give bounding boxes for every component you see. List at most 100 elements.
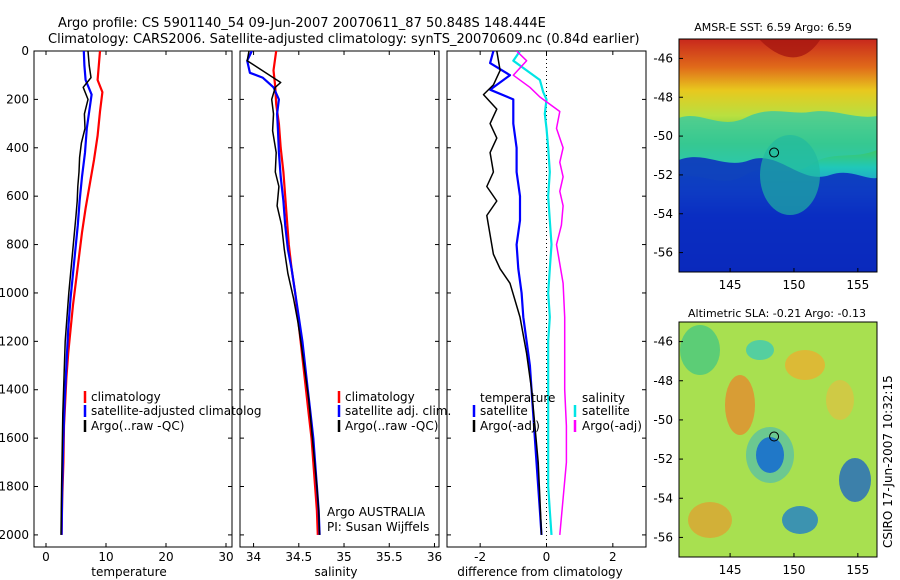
argo-position-marker	[769, 431, 780, 442]
header-line-1: Argo profile: CS 5901140_54 09-Jun-2007 …	[58, 16, 546, 31]
legend-label-climatology: climatology	[345, 390, 415, 404]
sla-blob	[725, 375, 755, 435]
series-line-argo-raw-qc-	[246, 51, 321, 535]
salinity-tick-labels: 34 34.5 35 35.5 36	[240, 50, 442, 564]
map-y-tick-label: -54	[653, 491, 673, 505]
y-tick-label: 0	[21, 44, 29, 58]
sst-map-ticks: 145 150 155 -46 -48 -50 -52 -54 -56	[653, 51, 869, 292]
legend-label-sal-satellite: satellite	[582, 404, 630, 418]
map-y-tick-label: -52	[653, 168, 673, 182]
annotation-pi: PI: Susan Wijffels	[327, 520, 429, 534]
map-x-tick-label: 150	[783, 563, 806, 577]
sla-low-halo	[746, 427, 794, 483]
legend-label-sal-argo: Argo(-adj)	[582, 419, 642, 433]
map-x-tick-label: 150	[783, 278, 806, 292]
sst-warm-core	[760, 40, 820, 58]
csiro-timestamp: CSIRO 17-Jun-2007 10:32:15	[881, 375, 895, 548]
map-y-tick-label: -50	[653, 413, 673, 427]
legend-label-argo: Argo(..raw -QC)	[91, 419, 184, 433]
y-tick-label: 400	[6, 141, 29, 155]
y-tick-label: 1800	[0, 480, 29, 494]
legend-title-temperature: temperature	[480, 391, 555, 405]
y-tick-label: 600	[6, 189, 29, 203]
x-tick-label: 0	[42, 550, 50, 564]
map-x-tick-label: 145	[719, 563, 742, 577]
y-tick-label: 2000	[0, 528, 29, 542]
sla-map-title: Altimetric SLA: -0.21 Argo: -0.13	[688, 307, 866, 320]
x-tick-label: -2	[474, 550, 486, 564]
legend-label-satellite: satellite adj. clim.	[345, 404, 451, 418]
map-x-tick-label: 145	[719, 278, 742, 292]
difference-series	[482, 51, 568, 535]
x-tick-label: 2	[609, 550, 617, 564]
map-x-tick-label: 155	[846, 563, 869, 577]
sla-blob	[746, 340, 774, 360]
sst-cold-region	[679, 157, 877, 272]
series-line-temperature-argo-adj-	[482, 51, 543, 535]
x-tick-label: 30	[218, 550, 233, 564]
y-tick-label: 1400	[0, 383, 29, 397]
temperature-legend: climatology satellite-adjusted climatolo…	[83, 390, 261, 433]
temperature-series	[60, 51, 104, 535]
sla-map-ticks: 145 150 155 -46 -48 -50 -52 -54 -56	[653, 335, 869, 577]
x-tick-label: 34	[246, 550, 261, 564]
map-y-tick-label: -56	[653, 530, 673, 544]
y-tick-label: 1000	[0, 286, 29, 300]
sst-green-tongue	[760, 135, 820, 215]
legend-label-temp-argo: Argo(-adj)	[480, 419, 540, 433]
legend-label-climatology: climatology	[91, 390, 161, 404]
map-y-tick-label: -46	[653, 335, 673, 349]
map-y-tick-label: -50	[653, 129, 673, 143]
map-y-tick-label: -48	[653, 90, 673, 104]
series-line-satellite-adjusted-climatolog	[60, 51, 93, 535]
depth-tick-labels: 0 200 400 600 800 1000 1200 1400 1600 1800 2000	[0, 44, 29, 542]
sla-blob	[785, 350, 825, 380]
sla-blob	[782, 506, 818, 534]
sst-map-frame	[678, 38, 878, 273]
annotation-argo-australia: Argo AUSTRALIA	[327, 505, 426, 519]
x-tick-label: 20	[158, 550, 173, 564]
sla-blob	[680, 325, 720, 375]
legend-label-argo: Argo(..raw -QC)	[345, 419, 438, 433]
sla-map-frame	[678, 321, 878, 558]
difference-legend: temperature salinity satellite Argo(-adj…	[472, 391, 642, 433]
y-tick-label: 1200	[0, 334, 29, 348]
sst-map	[678, 38, 878, 273]
series-line-salinity-satellite	[512, 51, 553, 535]
temperature-tick-labels: 0 10 20 30	[34, 50, 234, 564]
series-line-satellite-adj-clim-	[246, 51, 321, 535]
sst-map-title: AMSR-E SST: 6.59 Argo: 6.59	[694, 21, 852, 34]
x-tick-label: 0	[543, 550, 551, 564]
header-line-2: Climatology: CARS2006. Satellite-adjuste…	[48, 32, 640, 47]
legend-label-satellite: satellite-adjusted climatolog	[91, 404, 261, 418]
map-y-tick-label: -48	[653, 374, 673, 388]
sla-blob	[839, 458, 871, 502]
salinity-legend: climatology satellite adj. clim. Argo(..…	[337, 390, 451, 433]
x-tick-label: 35.5	[376, 550, 403, 564]
legend-title-salinity: salinity	[582, 391, 625, 405]
difference-x-label: difference from climatology	[457, 565, 623, 579]
series-line-argo-raw-qc-	[60, 51, 92, 535]
temperature-x-label: temperature	[91, 565, 166, 579]
map-y-tick-label: -56	[653, 246, 673, 260]
y-tick-label: 200	[6, 92, 29, 106]
salinity-axes	[239, 50, 440, 548]
x-tick-label: 34.5	[285, 550, 312, 564]
legend-label-temp-satellite: satellite	[480, 404, 528, 418]
map-y-tick-label: -54	[653, 207, 673, 221]
sla-map	[678, 321, 878, 558]
y-tick-label: 1600	[0, 431, 29, 445]
y-tick-label: 800	[6, 238, 29, 252]
salinity-x-label: salinity	[314, 565, 357, 579]
argo-position-marker	[769, 147, 780, 158]
map-y-tick-label: -46	[653, 51, 673, 65]
temperature-axes	[33, 50, 233, 548]
sla-blob	[826, 380, 854, 420]
x-tick-label: 10	[98, 550, 113, 564]
series-line-salinity-argo-adj-	[512, 51, 568, 535]
map-x-tick-label: 155	[846, 278, 869, 292]
x-tick-label: 36	[427, 550, 442, 564]
sla-blob	[688, 502, 732, 538]
map-y-tick-label: -52	[653, 452, 673, 466]
